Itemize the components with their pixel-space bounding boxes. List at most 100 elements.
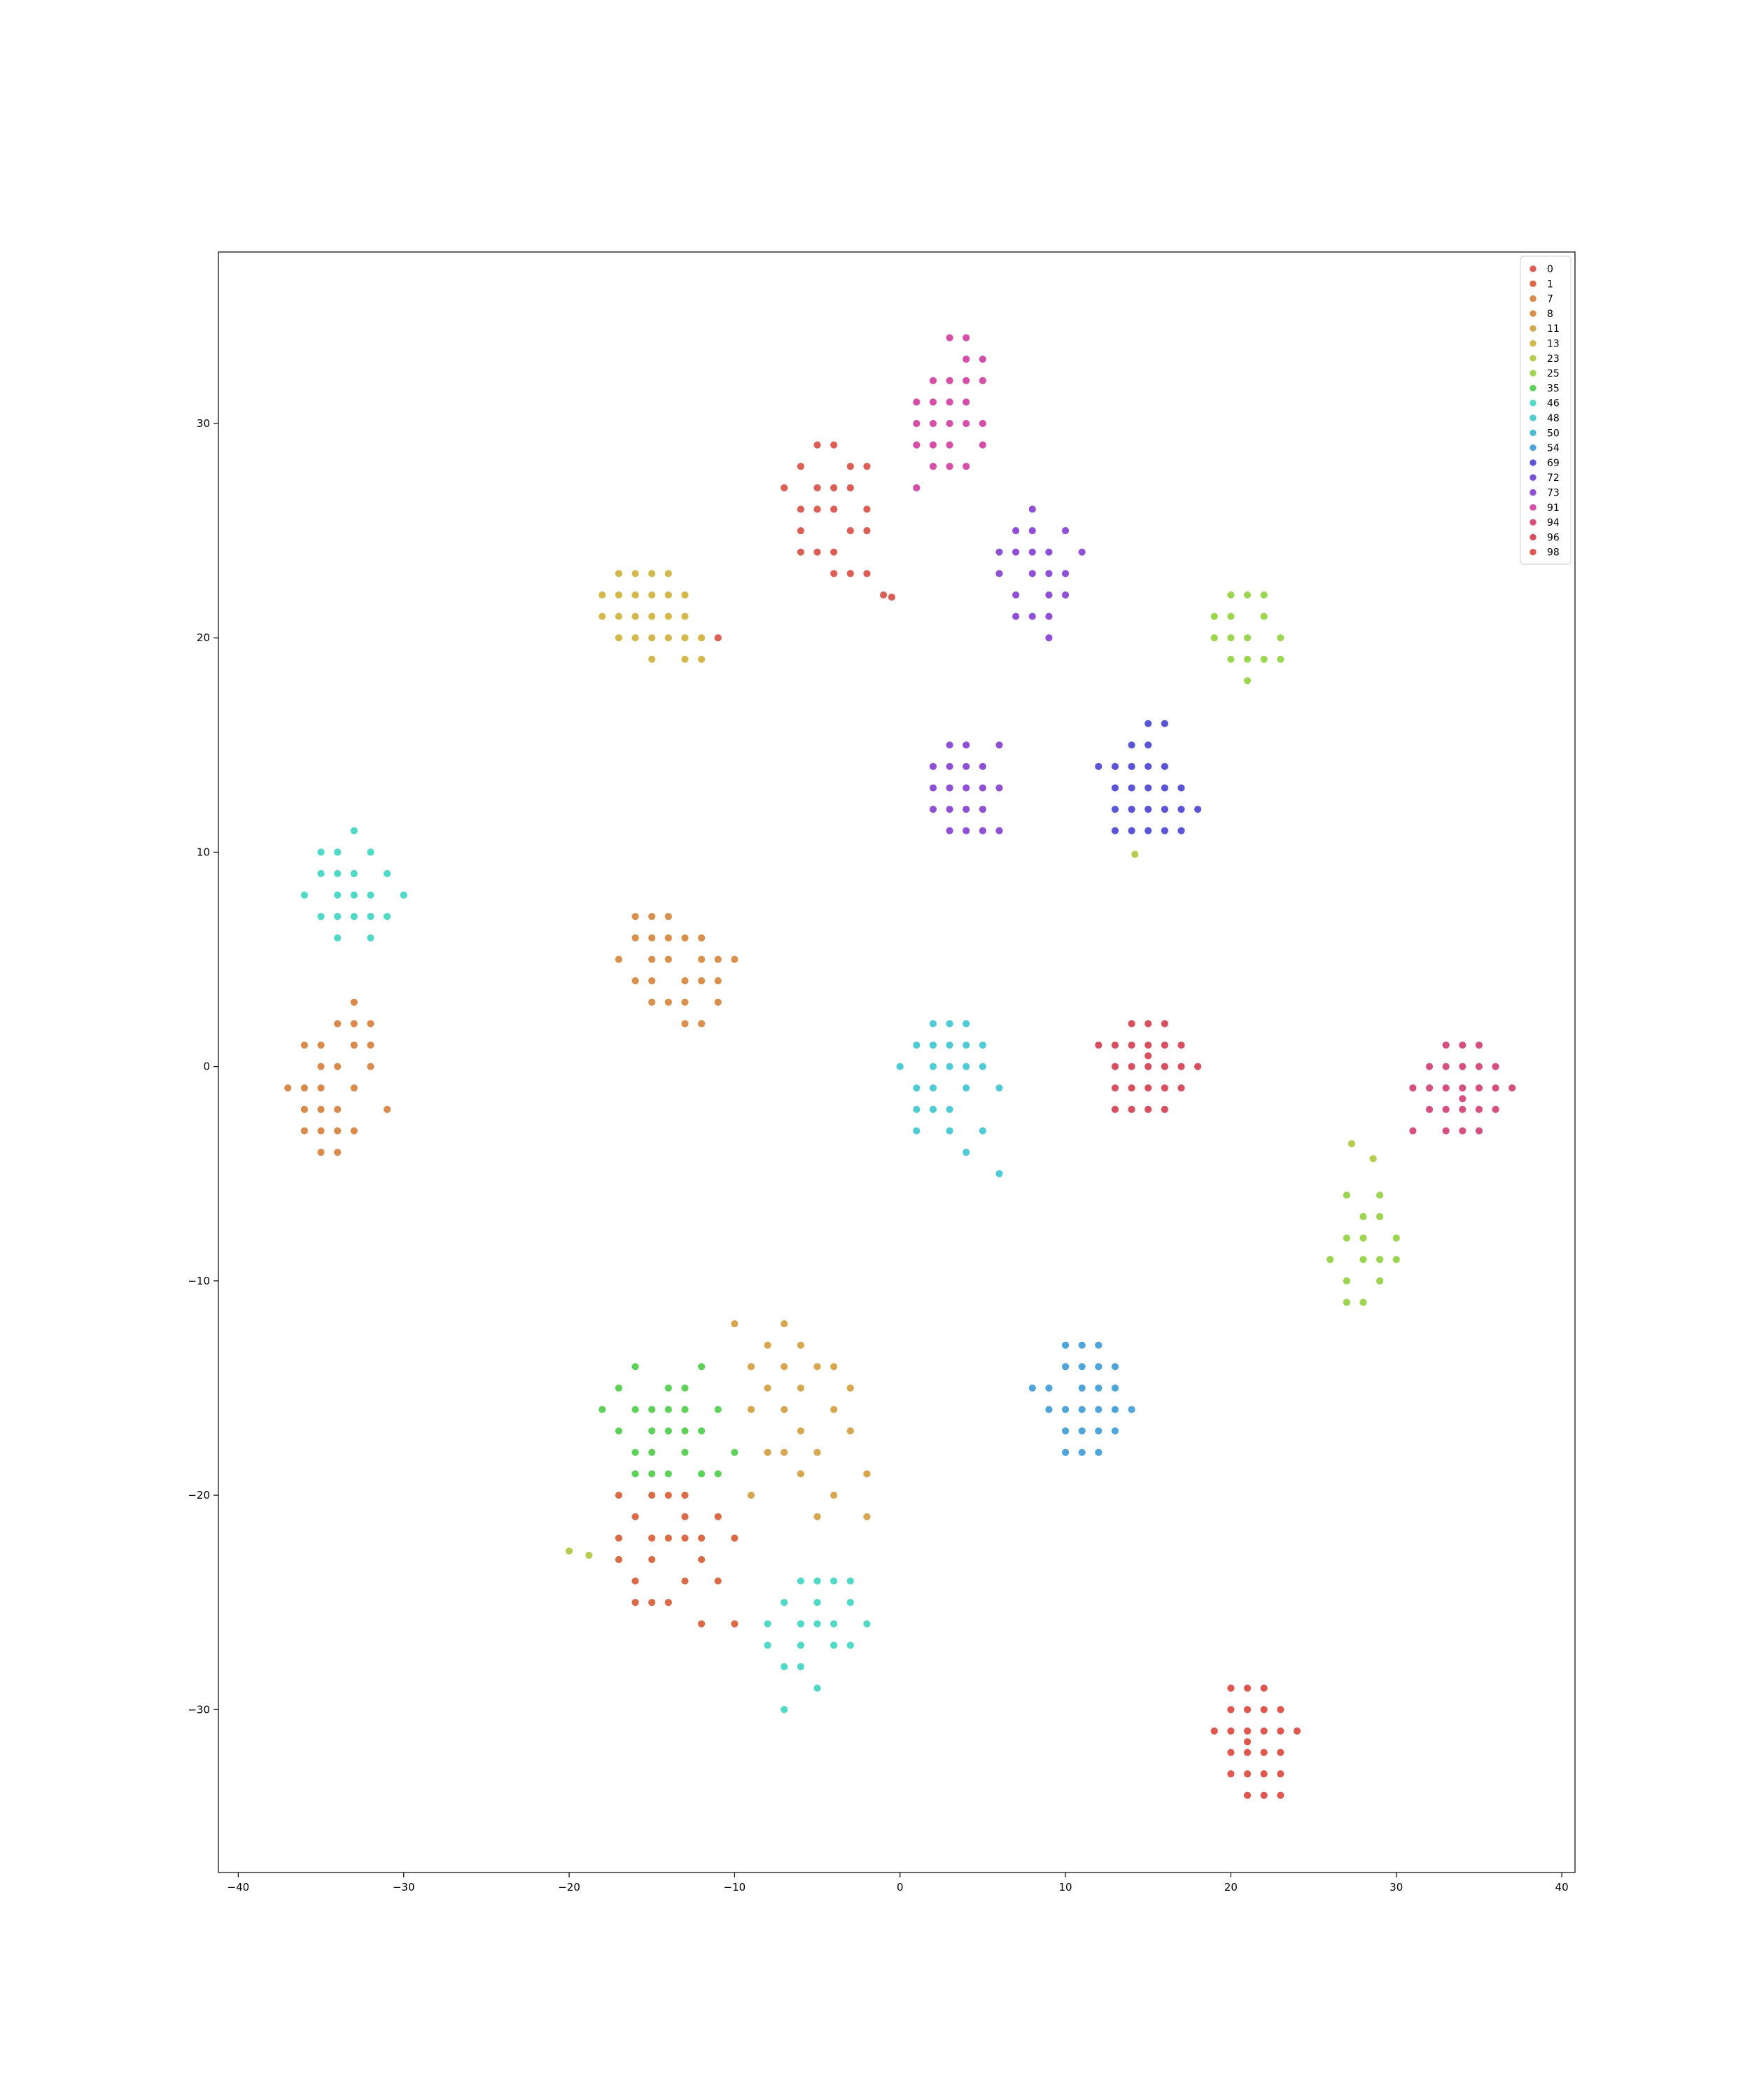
point-series-94 <box>1508 1084 1517 1093</box>
legend-label: 98 <box>1547 547 1560 559</box>
point-series-46 <box>813 1619 822 1628</box>
legend-label: 94 <box>1547 517 1560 528</box>
point-series-35 <box>631 1362 640 1371</box>
point-series-8 <box>680 976 690 986</box>
point-series-98 <box>1276 1748 1285 1757</box>
point-series-48 <box>962 1041 971 1049</box>
point-series-46 <box>333 912 342 921</box>
point-series-11 <box>747 1491 755 1499</box>
legend-label: 7 <box>1547 294 1553 305</box>
point-series-8 <box>713 976 722 986</box>
point-series-35 <box>631 1448 640 1457</box>
point-series-0 <box>813 483 822 492</box>
point-series-69 <box>1094 762 1103 771</box>
point-series-96 <box>1160 1019 1169 1028</box>
point-series-73 <box>1028 505 1037 514</box>
point-series-96 <box>1160 1084 1169 1093</box>
point-series-0 <box>862 526 872 535</box>
point-series-54 <box>1077 1362 1086 1371</box>
point-series-11 <box>813 1448 822 1457</box>
point-series-8 <box>648 976 657 986</box>
point-series-91 <box>929 462 937 471</box>
point-series-13 <box>664 612 673 621</box>
point-series-94 <box>1441 1062 1450 1071</box>
point-series-96 <box>1144 1084 1153 1093</box>
point-series-13 <box>648 591 657 599</box>
point-series-73 <box>1077 547 1086 556</box>
point-series-11 <box>763 1340 772 1350</box>
point-series-69 <box>1160 826 1169 835</box>
point-series-25 <box>1243 676 1252 685</box>
point-series-98 <box>1276 1705 1285 1714</box>
point-series-73 <box>1044 547 1054 556</box>
point-series-13 <box>648 654 657 664</box>
legend-marker <box>1529 354 1537 363</box>
point-series-25 <box>1359 1298 1368 1307</box>
point-series-35 <box>648 1427 657 1436</box>
point-series-73 <box>945 741 954 750</box>
point-series-46 <box>813 1598 822 1607</box>
point-series-35 <box>680 1427 690 1436</box>
point-series-13 <box>631 612 640 621</box>
axis-ticks: −40 −30 −20 −10 0 10 20 30 40 −30 −20 −10 0 10 20 30 <box>188 417 1568 1893</box>
point-series-69 <box>1127 826 1136 835</box>
point-series-7 <box>349 1126 358 1135</box>
point-series-73 <box>1061 591 1070 599</box>
point-series-46 <box>333 869 342 878</box>
point-series-69 <box>1160 719 1169 728</box>
point-series-91 <box>945 462 954 471</box>
point-series-35 <box>680 1448 690 1457</box>
point-series-13 <box>615 591 623 599</box>
point-series-25 <box>1376 1255 1385 1264</box>
point-series-35 <box>713 1405 722 1414</box>
point-series-96 <box>1111 1105 1119 1114</box>
point-series-73 <box>962 805 971 814</box>
point-series-0 <box>797 526 805 535</box>
legend-label: 54 <box>1547 443 1560 454</box>
point-series-98 <box>1243 1791 1252 1800</box>
point-series-7 <box>349 1019 358 1028</box>
legend-marker <box>1529 473 1537 482</box>
point-series-96 <box>1111 1041 1119 1049</box>
legend-marker <box>1529 324 1537 332</box>
point-series-8 <box>680 933 690 942</box>
point-series-13 <box>631 569 640 578</box>
point-series-54 <box>1044 1384 1054 1392</box>
point-series-69 <box>1177 783 1186 792</box>
point-series-1 <box>664 1491 673 1499</box>
legend-label: 13 <box>1547 339 1560 350</box>
point-series-46 <box>316 869 326 878</box>
point-series-69 <box>1144 762 1153 771</box>
point-series-91 <box>962 333 971 342</box>
point-series-13 <box>664 569 673 578</box>
point-series-54 <box>1077 1448 1086 1457</box>
point-series-35 <box>615 1384 623 1392</box>
point-series-73 <box>978 783 987 792</box>
point-series-46 <box>366 890 375 899</box>
point-series-8 <box>648 997 657 1007</box>
point-series-1 <box>680 1534 690 1543</box>
point-series-0 <box>862 505 872 514</box>
point-series-73 <box>945 826 954 835</box>
point-series-13 <box>648 612 657 621</box>
point-series-98 <box>1259 1684 1268 1693</box>
legend-marker <box>1529 518 1537 526</box>
point-series-13 <box>697 634 706 643</box>
point-series-73 <box>962 762 971 771</box>
point-series-46 <box>780 1705 789 1714</box>
point-series-98 <box>1226 1684 1236 1693</box>
point-series-48 <box>945 1041 954 1049</box>
point-series-11 <box>780 1448 789 1457</box>
point-series-11 <box>780 1405 789 1414</box>
point-series-94 <box>1491 1062 1500 1071</box>
point-series-8 <box>648 955 657 964</box>
point-series-7 <box>383 1105 391 1114</box>
point-series-96 <box>1127 1062 1136 1071</box>
point-series-46 <box>797 1619 805 1628</box>
point-series-54 <box>1061 1362 1070 1371</box>
point-series-1 <box>680 1512 690 1521</box>
point-series-1 <box>648 1491 657 1499</box>
legend-marker <box>1529 444 1537 451</box>
point-series-54 <box>1077 1340 1086 1350</box>
point-series-1 <box>615 1555 623 1564</box>
